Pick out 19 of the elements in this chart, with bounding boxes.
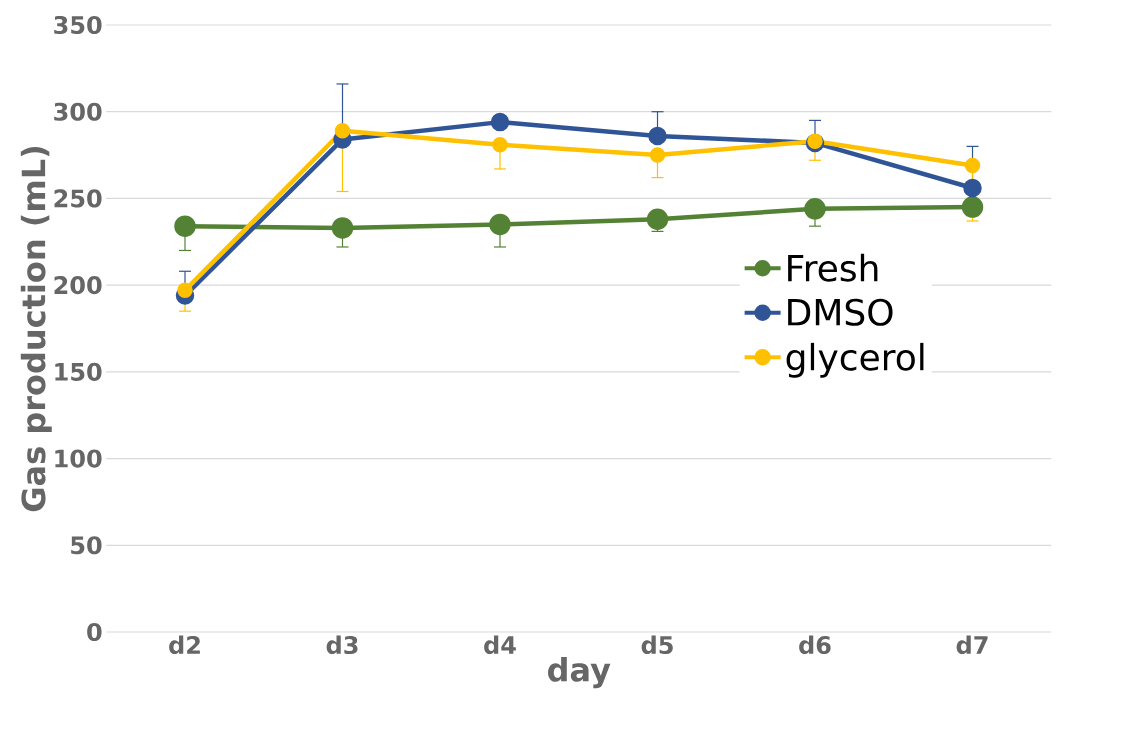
y-tick-label: 100 xyxy=(55,449,102,468)
x-tick-label: d5 xyxy=(641,635,673,655)
y-tick-label: 350 xyxy=(54,15,102,35)
legend-label: Fresh xyxy=(788,253,878,282)
y-axis-title: Gas production (mL) xyxy=(20,146,52,512)
y-tick-label: 50 xyxy=(71,536,102,555)
x-tick-label: d6 xyxy=(799,635,831,655)
y-tick-label: 0 xyxy=(87,622,102,642)
x-tick-label: d4 xyxy=(484,635,516,655)
x-tick-label: d2 xyxy=(169,635,200,655)
x-axis-title: day xyxy=(548,656,611,689)
x-tick-label: d7 xyxy=(956,635,988,655)
y-tick-label: 150 xyxy=(55,362,102,381)
y-tick-label: 250 xyxy=(54,189,102,208)
x-tick-label: d3 xyxy=(326,635,358,655)
legend-label: DMSO xyxy=(788,298,893,326)
legend-label: glycerol xyxy=(786,342,924,378)
y-tick-label: 300 xyxy=(54,102,102,121)
y-tick-label: 200 xyxy=(54,276,102,295)
